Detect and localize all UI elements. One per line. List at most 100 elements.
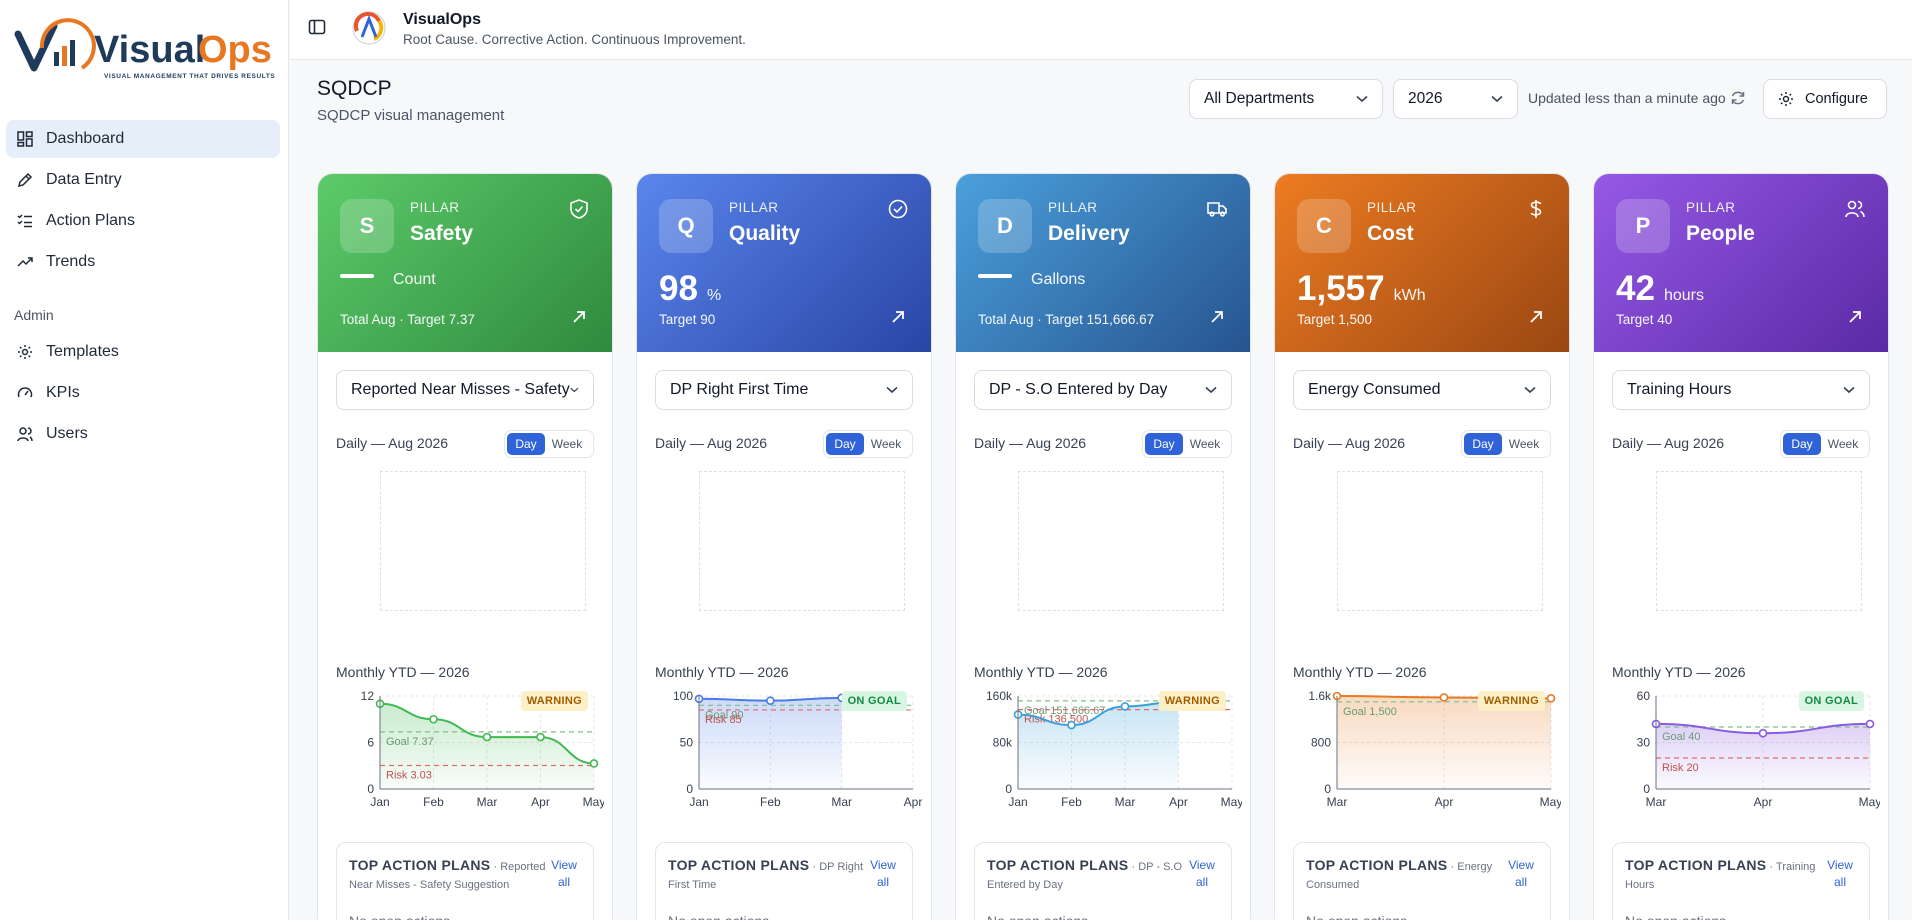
action-plans-title: TOP ACTION PLANS · DP - S.O Entered by D…	[987, 856, 1187, 894]
arrow-up-right-icon[interactable]	[1846, 308, 1864, 326]
status-badge: WARNING	[520, 691, 588, 711]
data-point	[429, 714, 438, 724]
department-select-value: All Departments	[1204, 90, 1315, 107]
day-toggle-button[interactable]: Day	[507, 433, 545, 455]
series-area	[1018, 701, 1179, 789]
view-all-link[interactable]: View all	[1825, 857, 1855, 891]
action-plans-title: TOP ACTION PLANS · Energy Consumed	[1306, 856, 1506, 894]
pillar-header[interactable]: P PILLAR People 42 hours Target 40	[1594, 174, 1888, 352]
view-all-link[interactable]: View all	[1506, 857, 1536, 891]
brand-tagline: VISUAL MANAGEMENT THAT DRIVES RESULTS	[104, 73, 276, 80]
day-toggle-button[interactable]: Day	[1464, 433, 1502, 455]
top-bar: VisualOps Root Cause. Corrective Action.…	[290, 0, 1920, 60]
kpi-select[interactable]: Energy Consumed	[1293, 370, 1551, 410]
sidebar-item-kpis[interactable]: KPIs	[6, 374, 280, 412]
daily-chart-empty	[1018, 471, 1224, 611]
action-plans-kpi: · DP - S.O Entered by Day	[987, 861, 1183, 891]
risk-label: Risk 3.03	[386, 770, 432, 782]
week-toggle-button[interactable]: Week	[1508, 437, 1540, 451]
series-line	[1017, 700, 1179, 727]
year-select[interactable]: 2026	[1393, 79, 1518, 119]
sidebar-item-label: Templates	[46, 343, 119, 360]
sidebar: Visual Ops VISUAL MANAGEMENT THAT DRIVES…	[0, 0, 289, 920]
week-toggle-button[interactable]: Week	[1189, 437, 1221, 451]
pillar-card-people: P PILLAR People 42 hours Target 40 Train…	[1593, 173, 1889, 920]
x-tick-label: Jan	[370, 795, 389, 809]
daily-chart-label: Daily — Aug 2026	[974, 435, 1087, 451]
view-all-link[interactable]: View all	[1187, 857, 1217, 891]
kpi-unit: Count	[393, 271, 436, 288]
chevron-down-icon	[1524, 386, 1536, 394]
series-area	[1656, 723, 1870, 789]
no-actions-text: No open actions	[987, 913, 1088, 920]
y-tick-label: 0	[1005, 782, 1012, 796]
refresh-icon[interactable]	[1730, 90, 1747, 107]
ytd-line-chart: Goal 7.37 Risk 3.03 0 6 12 Jan Feb Mar Apr May	[361, 689, 604, 809]
kpi-target: Target 40	[1616, 312, 1673, 327]
week-toggle-button[interactable]: Week	[870, 437, 902, 451]
goal-label: Goal 1,500	[1343, 706, 1397, 718]
app-name: VisualOps	[403, 11, 481, 28]
pillar-label: PILLAR	[729, 200, 779, 215]
pillar-letter-badge: C	[1297, 199, 1351, 253]
department-select[interactable]: All Departments	[1189, 79, 1383, 119]
kpi-select-value: Training Hours	[1627, 381, 1732, 398]
sidebar-item-label: Trends	[46, 253, 96, 270]
arrow-up-right-icon[interactable]	[889, 308, 907, 326]
kpi-select[interactable]: DP Right First Time	[655, 370, 913, 410]
x-tick-label: Apr	[531, 795, 550, 809]
day-toggle-button[interactable]: Day	[1783, 433, 1821, 455]
sidebar-item-trends[interactable]: Trends	[6, 243, 280, 281]
kpi-select[interactable]: DP - S.O Entered by Day	[974, 370, 1232, 410]
pillar-header[interactable]: D PILLAR Delivery Gallons Total Aug · Ta…	[956, 174, 1250, 352]
sidebar-item-label: Users	[46, 425, 88, 442]
sidebar-item-users[interactable]: Users	[6, 415, 280, 453]
kpi-select[interactable]: Training Hours	[1612, 370, 1870, 410]
daily-chart-label: Daily — Aug 2026	[336, 435, 449, 451]
pillar-label: PILLAR	[1048, 200, 1098, 215]
ytd-chart-label: Monthly YTD — 2026	[1612, 664, 1746, 680]
series-area	[1337, 696, 1551, 789]
brand-logo[interactable]: Visual Ops VISUAL MANAGEMENT THAT DRIVES…	[14, 18, 276, 88]
kpi-select[interactable]: Reported Near Misses - Safety Suggestion	[336, 370, 594, 410]
day-toggle-button[interactable]: Day	[826, 433, 864, 455]
status-badge: WARNING	[1158, 691, 1226, 711]
scrollbar[interactable]	[1912, 0, 1920, 920]
pillar-header[interactable]: Q PILLAR Quality 98 % Target 90	[637, 174, 931, 352]
kpi-summary: 1,557 kWh	[1297, 271, 1426, 306]
sidebar-item-action-plans[interactable]: Action Plans	[6, 202, 280, 240]
view-all-link[interactable]: View all	[549, 857, 579, 891]
gauge-icon	[16, 384, 34, 402]
day-toggle-button[interactable]: Day	[1145, 433, 1183, 455]
kpi-value: 42	[1616, 269, 1655, 308]
sidebar-item-data-entry[interactable]: Data Entry	[6, 161, 280, 199]
pillar-header[interactable]: C PILLAR Cost 1,557 kWh Target 1,500	[1275, 174, 1569, 352]
chevron-down-icon	[886, 386, 898, 394]
x-tick-label: May	[583, 795, 604, 809]
pillar-name: Cost	[1367, 222, 1414, 245]
sidebar-item-dashboard[interactable]: Dashboard	[6, 120, 280, 158]
sidebar-item-templates[interactable]: Templates	[6, 333, 280, 371]
week-toggle-button[interactable]: Week	[551, 437, 583, 451]
pillar-label: PILLAR	[1686, 200, 1736, 215]
week-toggle-button[interactable]: Week	[1827, 437, 1859, 451]
arrow-up-right-icon[interactable]	[1527, 308, 1545, 326]
data-point	[589, 759, 599, 768]
y-tick-label: 50	[680, 736, 694, 750]
day-week-toggle: Day Week	[823, 430, 913, 458]
sidebar-toggle-button[interactable]	[308, 18, 328, 38]
kpi-summary: 42 hours	[1616, 271, 1704, 306]
configure-button[interactable]: Configure	[1763, 79, 1887, 119]
arrow-up-right-icon[interactable]	[1208, 308, 1226, 326]
brand-name-2: Ops	[198, 29, 272, 71]
pillar-header[interactable]: S PILLAR Safety Count Total Aug · Target…	[318, 174, 612, 352]
kpi-empty-dash	[978, 274, 1012, 278]
arrow-up-right-icon[interactable]	[570, 308, 588, 326]
kpi-empty-dash	[340, 274, 374, 278]
truck-icon	[1207, 202, 1227, 217]
view-all-link[interactable]: View all	[868, 857, 898, 891]
kpi-select-value: Reported Near Misses - Safety Suggestion	[351, 381, 570, 398]
kpi-unit: kWh	[1393, 287, 1426, 304]
visualops-logo-icon: Visual Ops	[14, 18, 272, 72]
sidebar-item-label: Action Plans	[46, 212, 135, 229]
